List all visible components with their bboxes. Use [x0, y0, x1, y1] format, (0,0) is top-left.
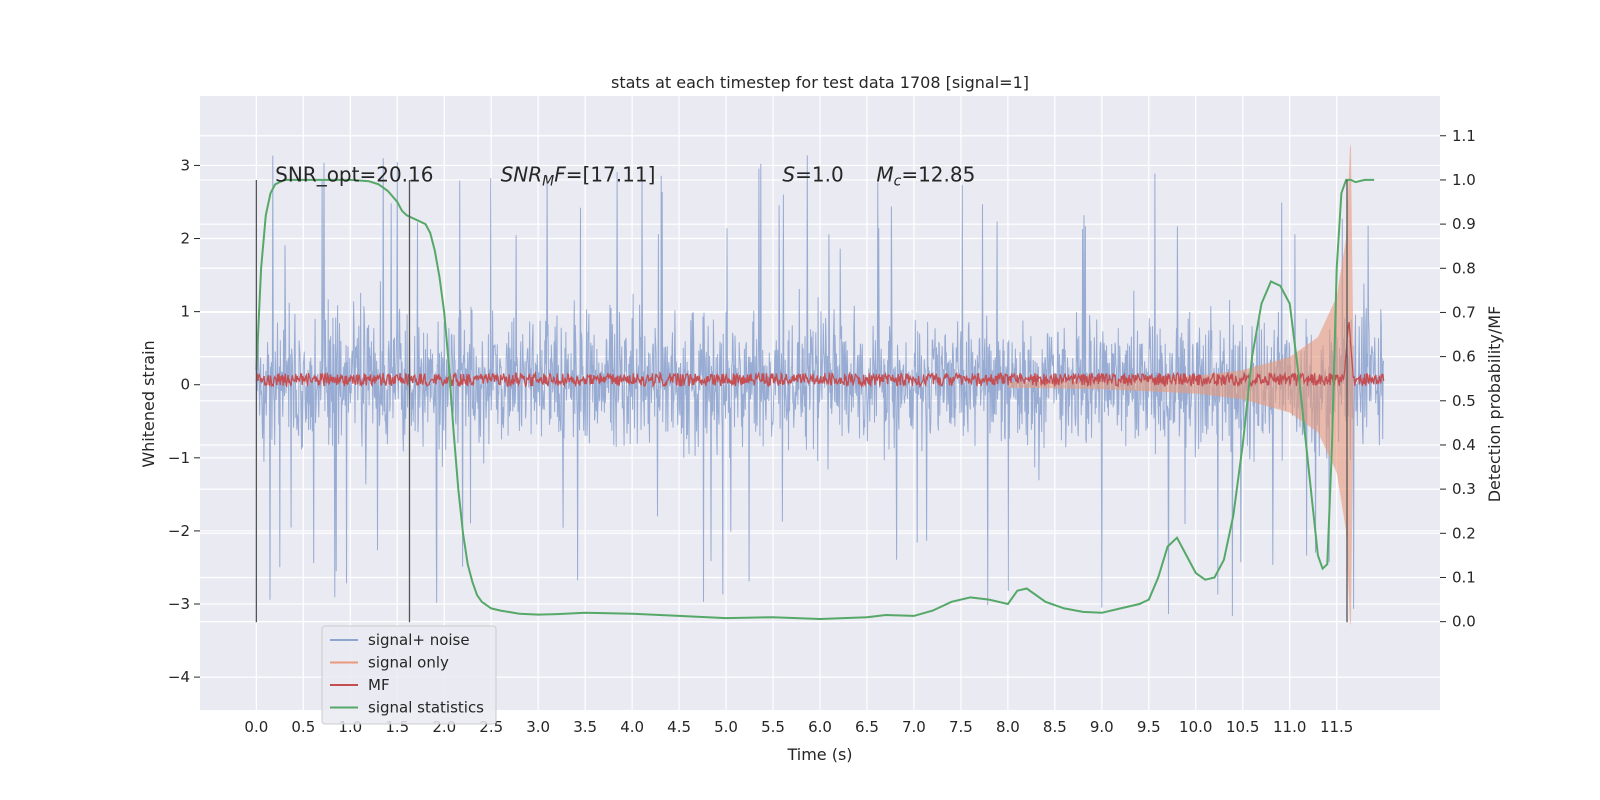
y-tick-label-right: 0.0	[1452, 613, 1476, 631]
x-tick-label: 4.5	[667, 718, 691, 736]
y-tick-label: −2	[168, 522, 190, 540]
annotation-part: M	[542, 174, 554, 190]
annotation-part: SNR	[501, 163, 543, 187]
annotation-text: S=1.0	[782, 163, 843, 187]
annotation-text: SNR_opt=20.16	[275, 163, 433, 187]
y-tick-label-right: 0.2	[1452, 524, 1476, 542]
series-mf	[255, 321, 1385, 389]
annotation-part: =1.0	[795, 163, 844, 187]
x-tick-label: 4.0	[620, 718, 644, 736]
x-tick-label: 0.5	[291, 718, 315, 736]
y-tick-label: −3	[168, 595, 190, 613]
x-tick-label: 7.5	[949, 718, 973, 736]
y-tick-label-right: 0.4	[1452, 436, 1476, 454]
y-tick-label-right: 1.0	[1452, 171, 1476, 189]
x-axis-label: Time (s)	[786, 745, 852, 764]
legend-label: signal+ noise	[368, 631, 470, 649]
x-tick-label: 8.0	[996, 718, 1020, 736]
y-tick-labels-right: 0.0 0.1 0.2 0.3 0.4 0.5 0.6 0.7 0.8 0.9 1.0 1.1	[1440, 127, 1476, 631]
y-tick-label-right: 0.7	[1452, 303, 1476, 321]
y-tick-label: −4	[168, 668, 190, 686]
vlines	[255, 180, 1348, 623]
legend-label: signal only	[368, 654, 449, 672]
y-tick-label: 3	[180, 156, 190, 174]
y-tick-label-right: 0.6	[1452, 348, 1476, 366]
x-tick-label: 5.0	[714, 718, 738, 736]
x-tick-label: 8.5	[1043, 718, 1067, 736]
y-tick-label: 1	[180, 303, 190, 321]
series-signal-statistics	[255, 178, 1375, 621]
y-tick-label-right: 0.1	[1452, 568, 1476, 586]
annotation-part: =12.85	[901, 163, 975, 187]
x-tick-label: 3.5	[573, 718, 597, 736]
y-tick-label-right: 0.9	[1452, 215, 1476, 233]
y-tick-label: 0	[180, 376, 190, 394]
annotation-part: c	[894, 174, 902, 190]
x-tick-label: 9.0	[1090, 718, 1114, 736]
annotation-text: SNRMF=[17.11]	[501, 163, 656, 190]
x-tick-label: 10.0	[1179, 718, 1212, 736]
y-tick-label: −1	[168, 449, 190, 467]
y-tick-label-right: 0.8	[1452, 259, 1476, 277]
legend-label: signal statistics	[368, 699, 484, 717]
series-layer	[255, 143, 1385, 626]
x-tick-label: 0.0	[244, 718, 268, 736]
x-tick-label: 3.0	[526, 718, 550, 736]
legend-label: MF	[368, 676, 390, 694]
y-tick-label-right: 0.3	[1452, 480, 1476, 498]
legend: signal+ noise signal only MF signal statist…	[321, 625, 497, 725]
y-tick-label-right: 1.1	[1452, 127, 1476, 145]
chart-title: stats at each timestep for test data 170…	[611, 73, 1029, 92]
y-tick-label: 2	[180, 230, 190, 248]
x-tick-label: 9.5	[1137, 718, 1161, 736]
annotation-text: Mc=12.85	[876, 163, 975, 190]
series-signal-only	[1007, 143, 1354, 626]
legend-box	[321, 625, 497, 725]
annotation-part: M	[876, 163, 893, 187]
y-tick-label-right: 0.5	[1452, 392, 1476, 410]
x-tick-label: 6.5	[855, 718, 879, 736]
x-tick-label: 11.5	[1320, 718, 1353, 736]
annotations: SNR_opt=20.16 SNRMF=[17.11] S=1.0 Mc=12.85	[275, 163, 975, 190]
y-axis-label-right: Detection probability/MF	[1485, 306, 1504, 503]
x-tick-label: 5.5	[761, 718, 785, 736]
annotation-part: SNR_opt=20.16	[275, 163, 433, 187]
annotation-part: =[17.11]	[566, 163, 656, 187]
x-tick-label: 10.5	[1226, 718, 1259, 736]
x-tick-label: 7.0	[902, 718, 926, 736]
y-tick-labels-left: −4 −3 −2 −1 0 1 2 3	[168, 156, 200, 686]
x-tick-label: 11.0	[1273, 718, 1306, 736]
annotation-part: F	[554, 163, 566, 187]
x-tick-label: 6.0	[808, 718, 832, 736]
annotation-part: S	[782, 163, 795, 187]
y-axis-label: Whitened strain	[139, 340, 158, 467]
